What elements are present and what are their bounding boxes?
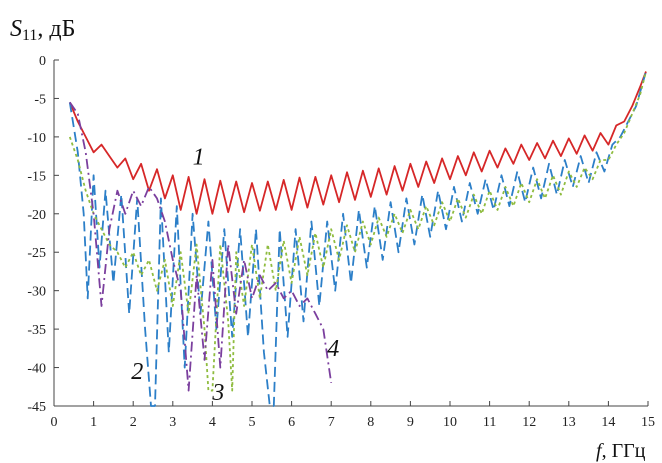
y-tick-label-2: -10 xyxy=(27,131,46,146)
curve-label-1: 1 xyxy=(193,145,205,171)
y-axis-title: S11, дБ xyxy=(10,16,75,44)
x-tick-label-1: 1 xyxy=(90,415,97,430)
y-tick-label-1: -5 xyxy=(34,92,46,107)
x-tick-label-15: 15 xyxy=(641,415,655,430)
y-tick-label-4: -20 xyxy=(27,208,46,223)
x-tick-label-4: 4 xyxy=(209,415,216,430)
curve-label-2: 2 xyxy=(131,359,143,385)
y-tick-label-3: -15 xyxy=(27,169,46,184)
x-axis-title-unit: , ГГц xyxy=(602,440,646,462)
series-3-line xyxy=(68,71,647,392)
y-axis-title-sub: 11 xyxy=(22,27,37,44)
x-tick-label-9: 9 xyxy=(407,415,414,430)
series-4-line xyxy=(69,101,333,392)
x-tick-label-14: 14 xyxy=(601,415,615,430)
x-tick-label-11: 11 xyxy=(483,415,496,430)
series-2-line xyxy=(68,71,647,407)
y-axis-title-unit: , дБ xyxy=(37,16,75,42)
x-tick-label-6: 6 xyxy=(288,415,295,430)
y-tick-label-7: -35 xyxy=(27,323,46,338)
curve-label-4: 4 xyxy=(327,336,339,362)
y-tick-label-5: -25 xyxy=(27,246,46,261)
x-tick-label-3: 3 xyxy=(169,415,176,430)
plot-area: 0-5-10-15-20-25-30-35-40-45 0 1 2 3 4 5 6 7 8 9 10… xyxy=(27,54,655,430)
x-tick-label-10: 10 xyxy=(443,415,457,430)
x-tick-label-2: 2 xyxy=(130,415,137,430)
x-tick-label-5: 5 xyxy=(249,415,256,430)
y-tick-label-6: -30 xyxy=(27,285,46,300)
series-1-line xyxy=(68,71,647,215)
y-ticks: 0 -5 -10 -15 -20 -25 -30 -35 -40 -45 xyxy=(27,54,59,415)
x-tick-label-7: 7 xyxy=(328,415,335,430)
series-layer xyxy=(68,71,647,407)
x-ticks: 0 1 2 3 4 5 6 7 8 9 10 11 12 13 14 15 xyxy=(51,401,655,430)
x-tick-label-8: 8 xyxy=(367,415,374,430)
y-tick-label-8: -40 xyxy=(27,362,46,377)
curve-labels: 1 2 3 4 xyxy=(131,145,339,406)
y-tick-label-9: -45 xyxy=(27,400,46,415)
x-tick-label-0: 0 xyxy=(51,415,58,430)
x-tick-label-12: 12 xyxy=(522,415,536,430)
y-tick-label-0: 0 xyxy=(39,54,46,69)
x-axis-title: f, ГГц xyxy=(596,440,646,462)
x-tick-label-13: 13 xyxy=(562,415,576,430)
x-axis-title-var: f xyxy=(596,440,604,462)
curve-label-3: 3 xyxy=(211,380,224,406)
y-axis-title-main: S xyxy=(10,16,22,42)
